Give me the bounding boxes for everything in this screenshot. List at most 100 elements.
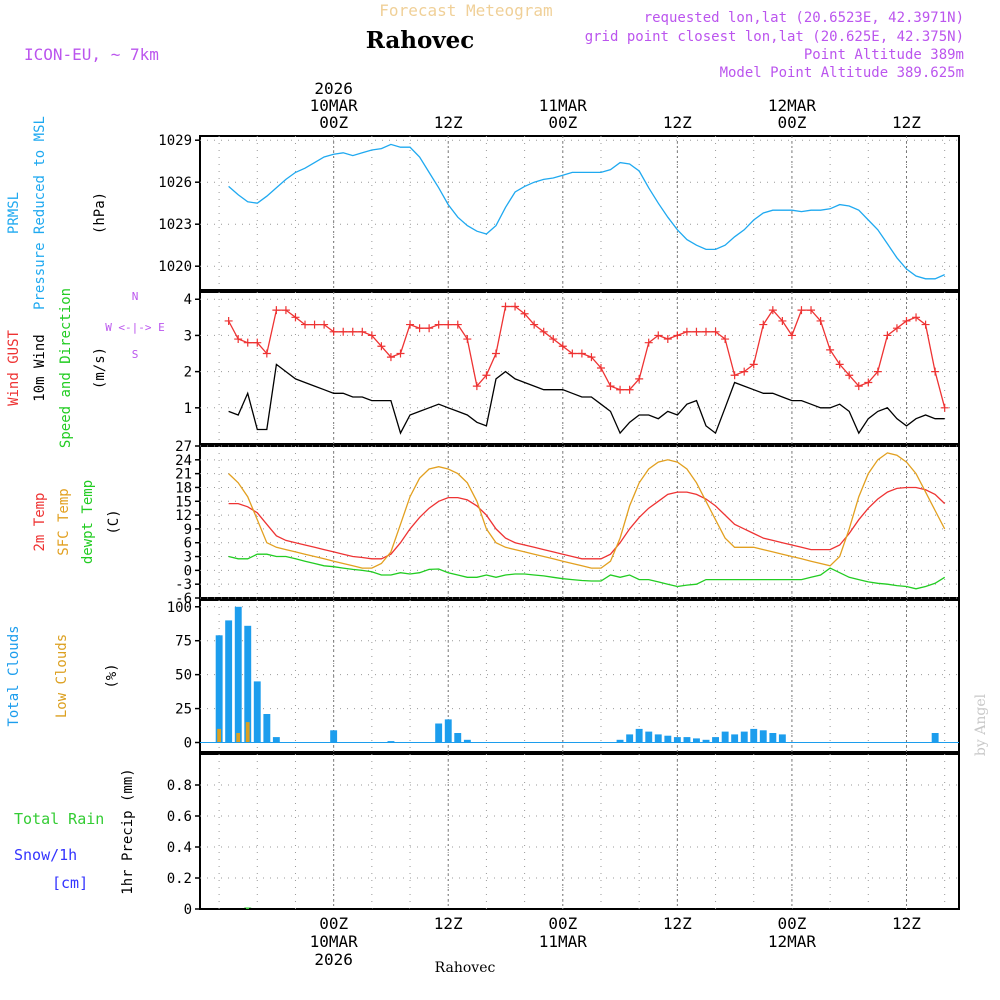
y-tick-label: 1026: [158, 175, 192, 191]
bar-clouds: [253, 681, 261, 743]
gust-marker: [415, 324, 424, 333]
series-line-1: [228, 452, 946, 569]
y-tick-label: 24: [175, 453, 192, 469]
gust-marker: [740, 367, 749, 376]
y-axis-label: Speed and Direction: [58, 288, 74, 448]
grid-point-coordinates: grid point closest lon,lat (20.625E, 42.…: [585, 29, 964, 45]
gust-marker: [864, 378, 873, 387]
time-label-bottom: 12Z: [663, 914, 692, 933]
bar-clouds: [712, 737, 719, 743]
series-line-1: [228, 363, 945, 435]
bar-clouds: [769, 733, 777, 743]
y-axis-label: SFC Temp: [56, 488, 72, 555]
gust-marker: [807, 306, 816, 315]
gust-marker: [291, 313, 300, 322]
gust-marker: [892, 324, 901, 333]
bar-clouds: [244, 625, 252, 743]
bar-clouds: [215, 635, 223, 743]
gust-marker: [568, 349, 577, 358]
y-tick-label: 6: [184, 536, 192, 552]
gust-marker: [472, 382, 481, 391]
gust-marker: [530, 320, 539, 329]
bar-clouds: [435, 723, 443, 743]
y-tick-label: 4: [184, 292, 192, 308]
bar-precip: [244, 907, 252, 909]
gust-marker: [835, 360, 844, 369]
model-label: ICON-EU, ~ 7km: [24, 45, 159, 64]
time-label-bottom: 11MAR: [539, 932, 588, 951]
y-tick-label: 0: [184, 736, 192, 752]
gust-marker: [606, 382, 615, 391]
bar-clouds: [683, 737, 691, 743]
footer-location: Rahovec: [435, 960, 496, 976]
time-label-top: 10MAR: [310, 96, 359, 115]
series-line-2: [228, 553, 946, 590]
gust-marker: [234, 335, 243, 344]
precip-frame: [199, 753, 960, 910]
time-label-top: 00Z: [548, 113, 577, 132]
y-tick-label: 1023: [158, 217, 192, 233]
gust-marker: [921, 320, 930, 329]
wind-panel: 1 2 3 4 Wind GUST 10m Wind Speed and Direction…: [6, 288, 960, 448]
gust-marker: [358, 327, 367, 336]
gust-marker: [625, 385, 634, 394]
gust-marker: [501, 302, 510, 311]
gust-marker: [301, 320, 310, 329]
gust-marker: [711, 327, 720, 336]
header: Forecast Meteogram Rahovec ICON-EU, ~ 7k…: [24, 1, 989, 976]
y-tick-label: 15: [175, 494, 192, 510]
y-tick-label: 0.6: [167, 809, 192, 825]
bar-clouds: [236, 733, 241, 743]
y-tick-label: 0.2: [167, 871, 192, 887]
pressure-panel: 1020 1023 1026 1029 PRMSL Pressure Reduced to…: [6, 116, 960, 310]
bar-clouds: [654, 734, 662, 743]
gust-marker: [654, 331, 663, 340]
time-label-top: 2026: [314, 79, 353, 98]
time-label-top: 12MAR: [768, 96, 817, 115]
series-line-0: [228, 486, 946, 560]
time-label-bottom: 10MAR: [310, 932, 359, 951]
bar-clouds: [673, 737, 681, 743]
time-label-bottom: 12Z: [434, 914, 463, 933]
gust-marker: [272, 306, 281, 315]
bar-clouds: [778, 734, 786, 743]
time-label-bottom: 2026: [314, 950, 353, 969]
gust-marker: [425, 324, 434, 333]
gust-marker: [463, 335, 472, 344]
gust-marker: [310, 320, 319, 329]
time-label-bottom: 00Z: [319, 914, 348, 933]
y-axis-label: Low Clouds: [54, 634, 70, 718]
bar-clouds: [444, 719, 452, 743]
location-title: Rahovec: [366, 27, 475, 54]
gust-marker: [873, 367, 882, 376]
bar-clouds: [664, 735, 672, 743]
y-axis-label: 1hr Precip (mm): [120, 768, 136, 894]
bar-clouds: [245, 722, 250, 743]
y-tick-label: 0.8: [167, 778, 192, 794]
precip-legend-label: Total Rain: [14, 810, 104, 828]
time-label-top: 12Z: [663, 113, 692, 132]
y-tick-label: -6: [175, 591, 192, 607]
bar-clouds: [702, 739, 710, 743]
gust-marker: [787, 331, 796, 340]
gust-marker: [883, 331, 892, 340]
bar-clouds: [693, 738, 700, 743]
precip-legend-label: Snow/1h: [14, 846, 77, 864]
y-axis-label: dewpt Temp: [80, 480, 96, 564]
y-tick-label: 9: [184, 522, 192, 538]
y-axis-label: (m/s): [92, 347, 108, 389]
y-tick-label: 0: [184, 902, 192, 918]
series-line-0: [228, 143, 945, 280]
gust-marker: [730, 371, 739, 380]
gust-marker: [320, 320, 329, 329]
bar-clouds: [225, 620, 233, 743]
gust-marker: [644, 338, 653, 347]
temperature-frame: [199, 445, 960, 599]
gust-marker: [491, 349, 500, 358]
gust-marker: [577, 349, 586, 358]
gust-marker: [243, 338, 252, 347]
precip-panel: 0 0.2 0.4 0.6 0.8 1hr Precip (mm) Total Rain Sn…: [14, 753, 960, 918]
gust-marker: [386, 353, 395, 362]
gust-marker: [826, 345, 835, 354]
time-label-top: 12Z: [892, 113, 921, 132]
